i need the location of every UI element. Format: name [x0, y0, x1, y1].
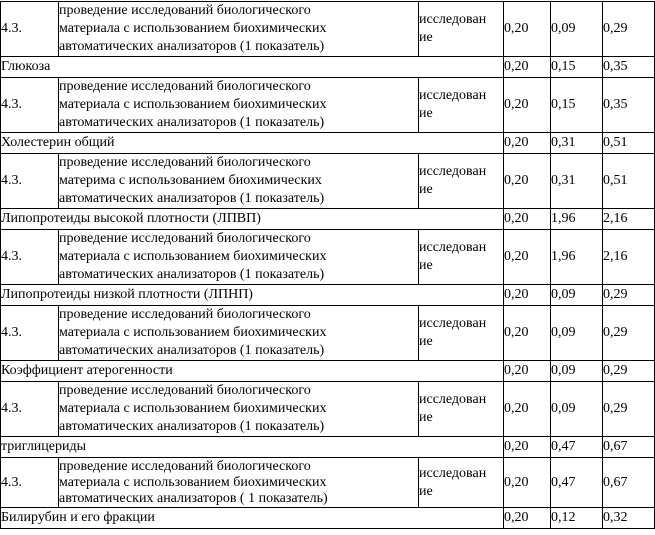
value-cell-1: 0,20: [503, 360, 551, 382]
service-description-cell: проведение исследований биологического м…: [58, 1, 419, 57]
service-row: 4.3. проведение исследований биологическ…: [0, 229, 655, 285]
value-cell-2: 0,15: [550, 56, 603, 78]
row-number-cell: 4.3.: [0, 229, 59, 285]
value-cell-1: 0,20: [503, 56, 551, 78]
row-number-cell: 4.3.: [0, 1, 59, 57]
unit-cell: исследован ие: [418, 1, 504, 57]
analyte-name-cell: Глюкоза: [0, 56, 504, 78]
value-cell-1: 0,20: [503, 507, 551, 529]
service-row: 4.3. проведение исследований биологическ…: [0, 305, 655, 361]
value-cell-2: 0,31: [550, 132, 603, 154]
analyte-name-cell: Липопротеиды высокой плотности (ЛПВП): [0, 208, 504, 230]
service-row: 4.3. проведение исследований биологическ…: [0, 1, 655, 57]
value-cell-1: 0,20: [503, 153, 551, 209]
unit-cell: исследован ие: [418, 457, 504, 508]
service-description-cell: проведение исследований биологического м…: [58, 457, 419, 508]
value-cell-2: 0,09: [550, 360, 603, 382]
value-cell-1: 0,20: [503, 457, 551, 508]
value-cell-1: 0,20: [503, 305, 551, 361]
value-cell-2: 0,47: [550, 457, 603, 508]
analyte-row: Липопротеиды высокой плотности (ЛПВП) 0,…: [0, 208, 655, 230]
service-description-cell: проведение исследований биологического м…: [58, 305, 419, 361]
value-cell-3: 0,29: [602, 1, 655, 57]
value-cell-3: 0,32: [602, 507, 655, 529]
value-cell-1: 0,20: [503, 381, 551, 437]
value-cell-1: 0,20: [503, 77, 551, 133]
value-cell-3: 0,29: [602, 305, 655, 361]
unit-cell: исследован ие: [418, 153, 504, 209]
analyte-row: Холестерин общий 0,20 0,31 0,51: [0, 132, 655, 154]
value-cell-2: 0,09: [550, 381, 603, 437]
analyte-row: триглицериды 0,20 0,47 0,67: [0, 436, 655, 458]
value-cell-3: 0,67: [602, 457, 655, 508]
value-cell-1: 0,20: [503, 208, 551, 230]
unit-cell: исследован ие: [418, 77, 504, 133]
row-number-cell: 4.3.: [0, 153, 59, 209]
row-number-cell: 4.3.: [0, 77, 59, 133]
service-row: 4.3. проведение исследований биологическ…: [0, 77, 655, 133]
analyte-name-cell: Холестерин общий: [0, 132, 504, 154]
value-cell-2: 0,12: [550, 507, 603, 529]
value-cell-3: 0,51: [602, 132, 655, 154]
unit-cell: исследован ие: [418, 305, 504, 361]
analyte-name-cell: Коэффициент атерогенности: [0, 360, 504, 382]
value-cell-1: 0,20: [503, 1, 551, 57]
unit-cell: исследован ие: [418, 229, 504, 285]
analyte-row: Коэффициент атерогенности 0,20 0,09 0,29: [0, 360, 655, 382]
service-row: 4.3. проведение исследований биологическ…: [0, 153, 655, 209]
row-number-cell: 4.3.: [0, 457, 59, 508]
value-cell-3: 0,29: [602, 284, 655, 306]
value-cell-3: 0,35: [602, 56, 655, 78]
unit-cell: исследован ие: [418, 381, 504, 437]
value-cell-3: 0,67: [602, 436, 655, 458]
analyte-name-cell: Билирубин и его фракции: [0, 507, 504, 529]
service-description-cell: проведение исследований биологического м…: [58, 153, 419, 209]
value-cell-3: 2,16: [602, 208, 655, 230]
row-number-cell: 4.3.: [0, 381, 59, 437]
service-row: 4.3. проведение исследований биологическ…: [0, 457, 655, 508]
value-cell-2: 1,96: [550, 208, 603, 230]
value-cell-3: 0,29: [602, 381, 655, 437]
analyte-row: Глюкоза 0,20 0,15 0,35: [0, 56, 655, 78]
value-cell-2: 0,47: [550, 436, 603, 458]
value-cell-2: 1,96: [550, 229, 603, 285]
analyte-name-cell: Липопротеиды низкой плотности (ЛПНП): [0, 284, 504, 306]
value-cell-2: 0,09: [550, 284, 603, 306]
analyte-row: Билирубин и его фракции 0,20 0,12 0,32: [0, 507, 655, 529]
value-cell-3: 0,35: [602, 77, 655, 133]
service-row: 4.3. проведение исследований биологическ…: [0, 381, 655, 437]
value-cell-1: 0,20: [503, 229, 551, 285]
analyte-row: Липопротеиды низкой плотности (ЛПНП) 0,2…: [0, 284, 655, 306]
service-description-cell: проведение исследований биологического м…: [58, 229, 419, 285]
value-cell-3: 0,29: [602, 360, 655, 382]
service-description-cell: проведение исследований биологического м…: [58, 381, 419, 437]
service-description-cell: проведение исследований биологического м…: [58, 77, 419, 133]
value-cell-2: 0,15: [550, 77, 603, 133]
value-cell-1: 0,20: [503, 132, 551, 154]
value-cell-1: 0,20: [503, 436, 551, 458]
value-cell-2: 0,09: [550, 1, 603, 57]
analyte-name-cell: триглицериды: [0, 436, 504, 458]
value-cell-2: 0,09: [550, 305, 603, 361]
row-number-cell: 4.3.: [0, 305, 59, 361]
value-cell-3: 0,51: [602, 153, 655, 209]
value-cell-1: 0,20: [503, 284, 551, 306]
value-cell-2: 0,31: [550, 153, 603, 209]
value-cell-3: 2,16: [602, 229, 655, 285]
